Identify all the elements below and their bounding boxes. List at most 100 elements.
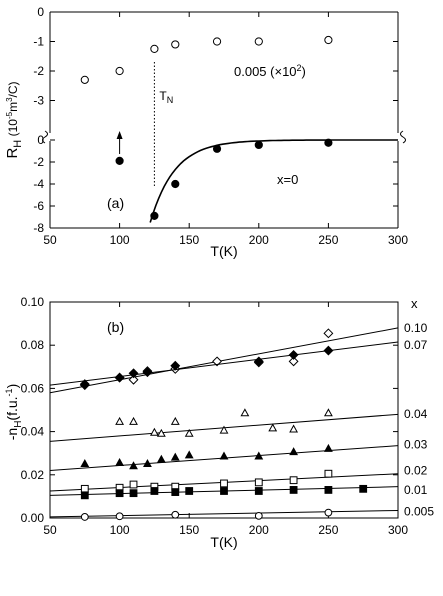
y-axis-label-exp: -1 [4, 388, 14, 396]
panel-b: 50 100 150 200 250 300 0.00 0.02 0.04 0.06 0.08 0.1… [4, 295, 434, 550]
data-point-0.04 [115, 416, 125, 425]
data-point-0.03 [80, 459, 90, 468]
data-point-0.04 [129, 416, 138, 425]
data-point-0.01 [150, 487, 159, 495]
y-tick-label-lower: -8 [33, 221, 44, 235]
data-point-0.005 [150, 44, 159, 53]
data-point-0.10 [323, 328, 334, 339]
fit-curve-x0 [149, 139, 398, 223]
data-point-0.03 [323, 443, 333, 452]
x-axis-label-b: T(K) [210, 534, 237, 550]
y-tick-label: 0.06 [21, 381, 45, 395]
data-point-0.005 [115, 512, 124, 521]
data-point-0.01 [185, 487, 194, 495]
data-point-0.04 [240, 408, 250, 417]
data-point-0.07 [142, 367, 153, 378]
data-point-0.04 [323, 408, 333, 417]
fit-line-0.005 [49, 509, 399, 518]
data-point-0.01 [129, 489, 138, 498]
plot-frame-b [49, 301, 399, 519]
y-tick-label: 0.02 [21, 468, 45, 482]
data-point-0.04 [156, 428, 166, 437]
x-tick-label: 100 [110, 523, 130, 537]
x-tick-label: 200 [249, 233, 269, 247]
data-point-0.01 [289, 486, 298, 494]
data-point-0.005 [324, 508, 333, 517]
y-tick-label-upper: -3 [33, 94, 44, 108]
y-tick-label: 0.10 [21, 295, 45, 309]
data-point-0.03 [184, 450, 194, 459]
data-point-0.02 [324, 469, 333, 478]
y-tick-label: 0.08 [21, 338, 45, 352]
series-label-0.01: 0.01 [404, 483, 428, 497]
data-point-0.005 [115, 66, 124, 76]
series-label-close: ) [302, 64, 306, 79]
data-point-0.07 [128, 368, 139, 379]
x-tick-label: 100 [110, 233, 130, 247]
series-label-0.04: 0.04 [404, 407, 428, 421]
data-point-0.01 [324, 486, 333, 494]
data-point-0.04 [289, 424, 299, 433]
data-point-x0 [171, 179, 180, 189]
x-tick-label: 50 [43, 523, 57, 537]
data-point-0.03 [156, 454, 166, 463]
y-axis-units-exp: -5 [5, 111, 14, 119]
x-tick-label: 150 [179, 523, 199, 537]
data-point-0.04 [184, 428, 194, 437]
tn-label: TN [159, 89, 173, 105]
data-point-0.01 [359, 484, 368, 493]
series-label-0.10: 0.10 [404, 321, 428, 335]
panel-label-b: (b) [107, 319, 124, 335]
y-axis-label-sub: H [13, 421, 24, 428]
data-point-0.01 [220, 487, 228, 495]
data-point-0.01 [115, 489, 124, 498]
data-point-0.005 [324, 35, 333, 45]
data-point-x0 [254, 140, 263, 150]
data-point-0.04 [170, 416, 180, 425]
data-point-0.02 [254, 478, 263, 487]
y-axis-label-post: (f.u. [4, 396, 20, 420]
data-point-0.005 [171, 40, 180, 49]
data-point-0.03 [219, 451, 229, 460]
data-point-0.07 [323, 345, 334, 356]
series-label-0.03: 0.03 [404, 437, 428, 451]
data-point-0.03 [143, 459, 152, 468]
axis-break-right [400, 130, 406, 144]
y-tick-label-upper: -2 [33, 64, 44, 78]
x-tick-label: 300 [388, 523, 408, 537]
y-axis-units-post: /C) [6, 81, 20, 97]
data-point-0.04 [219, 425, 229, 434]
series-label-0.07: 0.07 [404, 338, 428, 352]
y-axis-label-close: ) [4, 384, 20, 389]
y-axis-units-exp2: 3 [5, 97, 14, 102]
x-tick-label: 150 [179, 233, 199, 247]
data-point-0.005 [254, 511, 263, 520]
series-label-0.02: 0.02 [404, 463, 428, 477]
y-tick-label: 0.04 [21, 425, 45, 439]
y-tick-label-upper: -1 [33, 35, 44, 49]
y-axis-units-m: m [6, 102, 20, 112]
x-tick-label: 250 [318, 233, 338, 247]
data-point-0.04 [268, 423, 278, 432]
y-tick-label-lower: -4 [33, 177, 44, 191]
data-point-0.005 [254, 37, 263, 46]
arrow-head [116, 131, 123, 139]
y-tick-label-lower: -6 [33, 199, 44, 213]
series-label-0.005: 0.005 [404, 504, 434, 518]
y-tick-label-lower: -2 [33, 155, 44, 169]
y-tick-label-lower: 0 [37, 133, 44, 147]
data-point-0.005 [171, 510, 180, 519]
fit-line-0.07 [49, 341, 399, 386]
y-tick-label: 0.00 [21, 511, 45, 525]
data-point-0.005 [212, 37, 222, 46]
data-point-0.02 [289, 476, 298, 485]
data-point-0.005 [80, 75, 89, 84]
y-tick-label-upper: 0 [37, 5, 44, 19]
data-point-0.03 [170, 452, 180, 461]
data-point-0.10 [288, 356, 299, 367]
data-point-0.07 [114, 372, 125, 383]
data-point-x0 [324, 138, 333, 147]
data-point-0.005 [80, 513, 89, 521]
series-label-exp: 2 [297, 63, 302, 73]
